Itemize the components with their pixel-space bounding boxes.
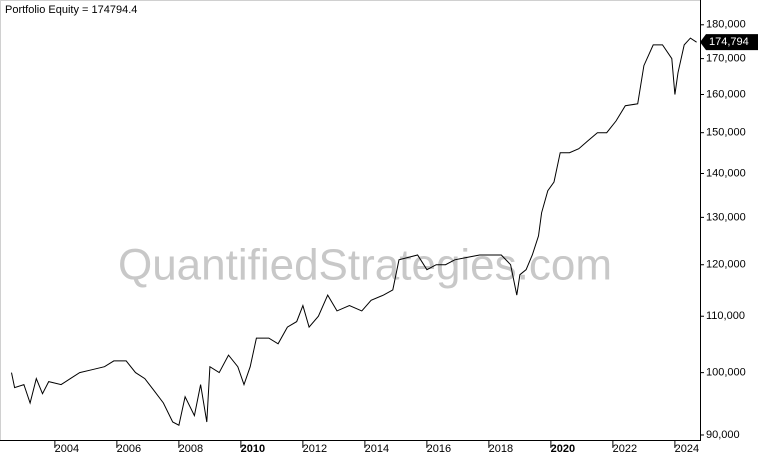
plot-frame xyxy=(0,0,701,441)
x-tick-label: 2018 xyxy=(489,443,513,455)
x-tick-label: 2006 xyxy=(117,443,141,455)
x-tick-label: 2004 xyxy=(55,443,79,455)
y-tick-label: 180,000 xyxy=(706,19,746,31)
y-tick-label: 160,000 xyxy=(706,88,746,100)
chart-title: Portfolio Equity = 174794.4 xyxy=(5,4,137,16)
x-tick-label: 2010 xyxy=(241,443,265,455)
y-tick-label: 170,000 xyxy=(706,53,746,65)
x-tick-label: 2008 xyxy=(179,443,203,455)
y-tick-label: 150,000 xyxy=(706,127,746,139)
y-tick-label: 110,000 xyxy=(706,310,745,322)
last-value-label: 174,794 xyxy=(709,36,749,48)
x-tick-label: 2024 xyxy=(675,443,699,455)
x-tick-label: 2014 xyxy=(365,443,389,455)
x-tick-label: 2020 xyxy=(551,443,575,455)
y-tick-label: 140,000 xyxy=(706,167,746,179)
equity-line xyxy=(11,37,697,426)
y-tick-label: 130,000 xyxy=(706,211,746,223)
y-tick-label: 90,000 xyxy=(706,429,740,441)
y-tick-label: 100,000 xyxy=(706,367,746,379)
x-tick-label: 2012 xyxy=(303,443,327,455)
watermark: QuantifiedStrategies.com xyxy=(118,241,612,290)
x-tick-label: 2016 xyxy=(427,443,451,455)
x-tick-label: 2022 xyxy=(613,443,637,455)
last-value-box xyxy=(700,34,758,51)
y-tick-label: 120,000 xyxy=(706,259,746,271)
